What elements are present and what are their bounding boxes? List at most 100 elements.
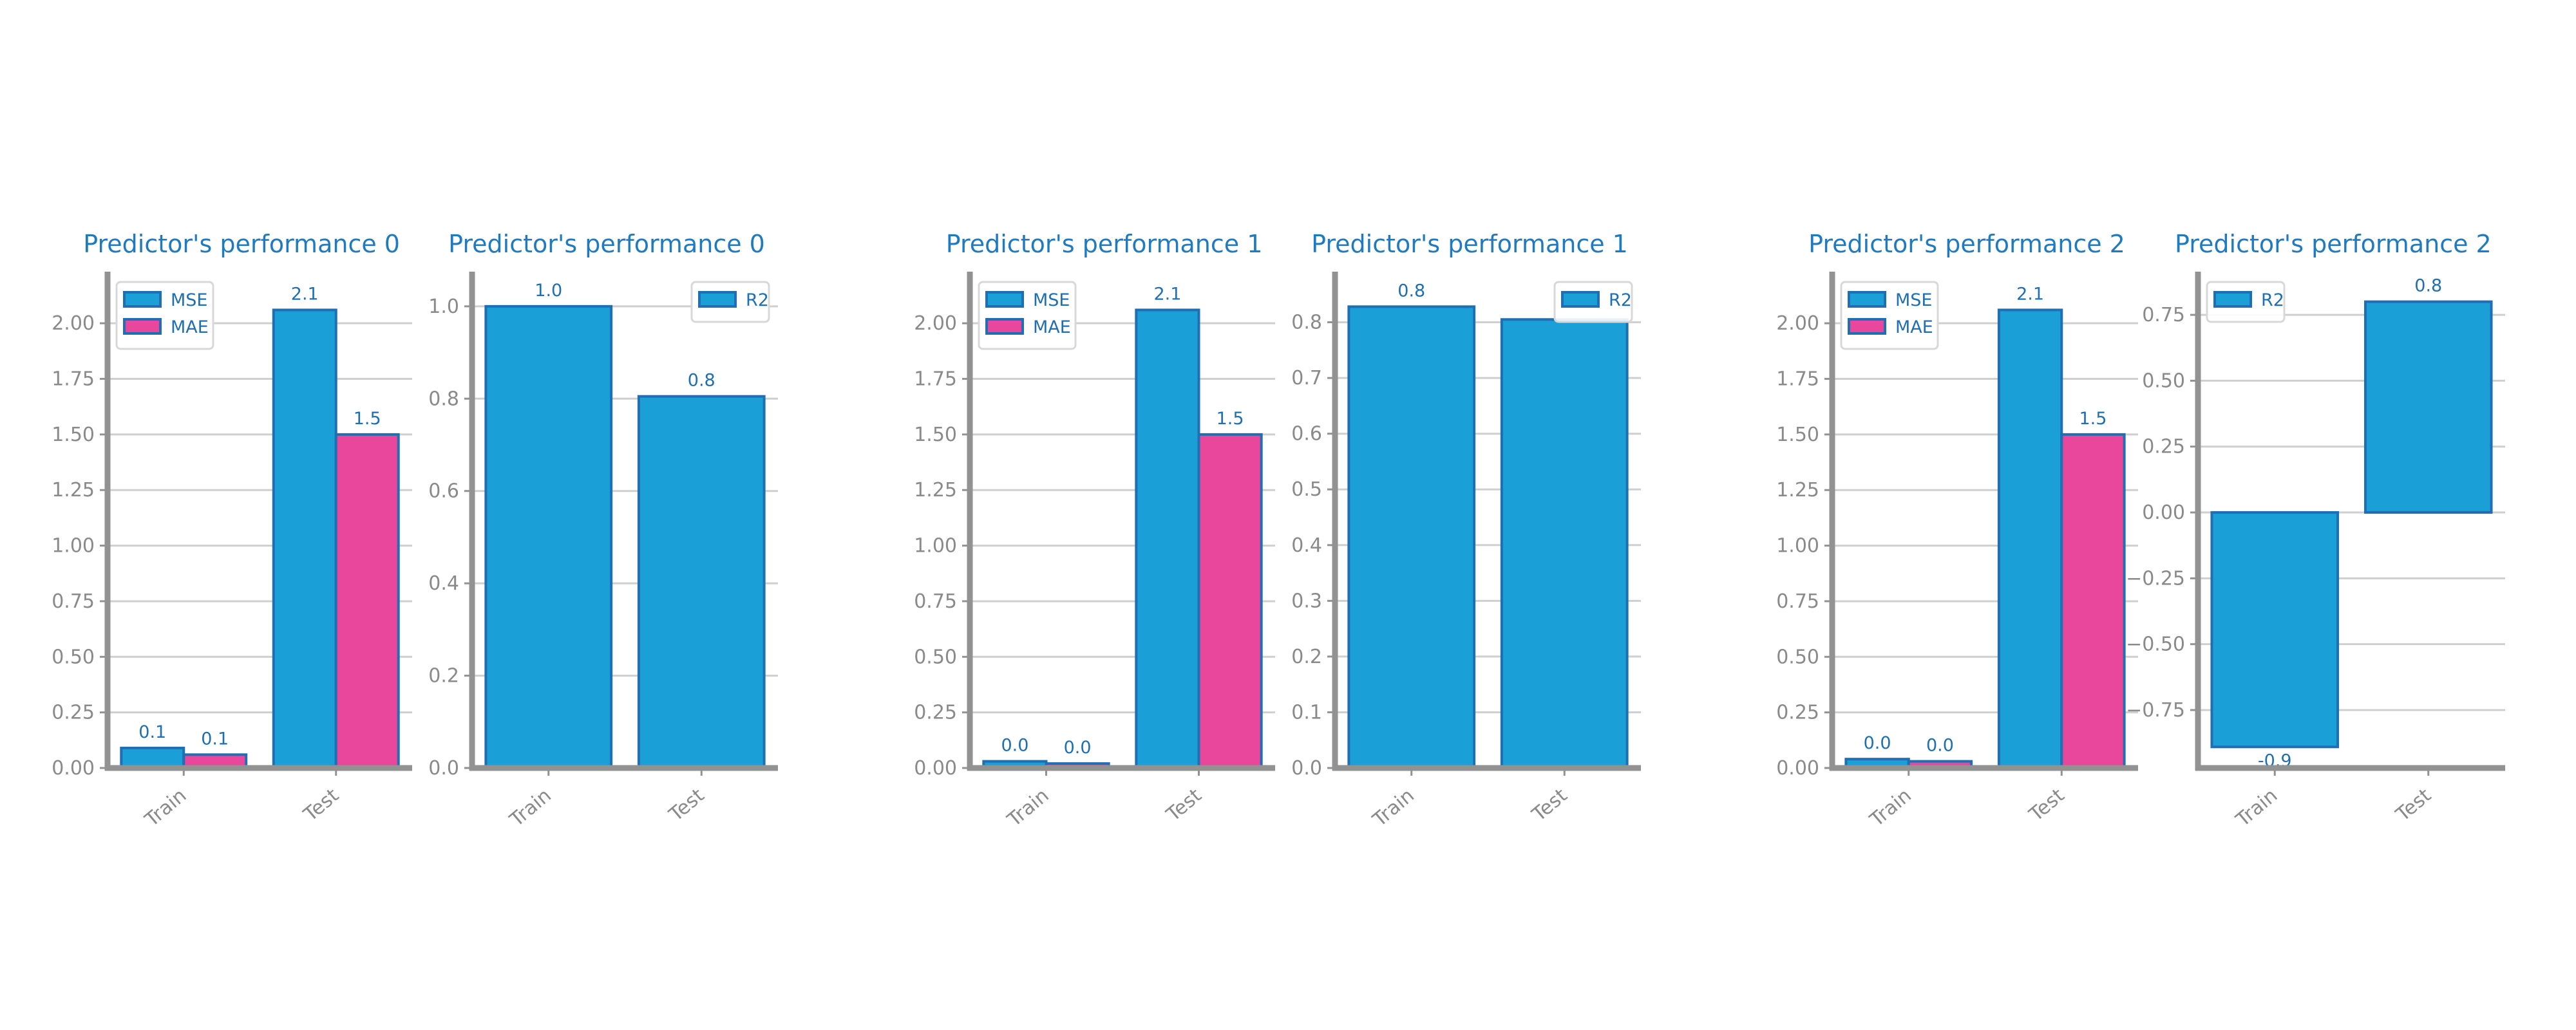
chart-panel-1: 0.0 0.2 0.4 0.6 0.8 1.0 1.0 0.8 Train Test Predict… (428, 230, 778, 832)
chart-title: Predictor's performance 0 (448, 230, 765, 258)
data-label: 0.1 (201, 729, 229, 749)
x-tick-label: Test (1162, 784, 1206, 827)
data-label: 0.8 (688, 371, 715, 391)
data-label: 1.0 (535, 281, 562, 301)
data-label: 1.5 (1217, 409, 1244, 429)
y-tick-label: 0.50 (2142, 370, 2185, 392)
data-label: 0.0 (1064, 738, 1092, 758)
x-tick-label: Test (2025, 784, 2069, 827)
y-tick-label: 1.25 (1776, 479, 1819, 501)
legend-label: R2 (746, 290, 769, 310)
y-tick-label: 0.4 (428, 572, 459, 595)
bar-mse-train (120, 746, 185, 769)
x-tick-label: Train (140, 784, 191, 832)
x-tick-label: Test (299, 784, 343, 827)
y-tick-label: 1.00 (914, 535, 957, 557)
y-tick-label: 0.5 (1291, 478, 1322, 501)
bar-r2-train (484, 304, 613, 770)
data-label: 2.1 (291, 284, 319, 304)
bar-mae-test (1197, 433, 1263, 769)
y-tick-label: 1.25 (914, 479, 957, 501)
y-tick-label: 2.00 (52, 312, 95, 335)
y-tick-label: 0.3 (1291, 590, 1322, 612)
bar-mse-test (272, 308, 337, 770)
y-tick-label: 1.75 (1776, 368, 1819, 391)
y-tick-label: 0.00 (914, 757, 957, 780)
legend-label: MSE (171, 290, 208, 310)
chart-title: Predictor's performance 1 (946, 230, 1263, 258)
y-tick-label: 1.00 (1776, 535, 1819, 557)
x-tick-label: Train (1865, 784, 1915, 832)
y-tick-label: 0.1 (1291, 701, 1322, 724)
y-tick-label: 1.75 (52, 368, 95, 391)
legend: MSE MAE (978, 281, 1077, 350)
y-tick-label: 0.50 (52, 646, 95, 668)
y-tick-label: 0.75 (52, 590, 95, 613)
legend-swatch-mae (123, 318, 162, 335)
y-tick-label: 0.50 (1776, 646, 1819, 668)
bar-r2-test (2363, 300, 2493, 514)
y-tick-label: 0.75 (914, 590, 957, 613)
data-label: 0.8 (2414, 276, 2442, 296)
y-tick-label: 1.25 (52, 479, 95, 501)
y-tick-label: 0.75 (1776, 590, 1819, 613)
y-tick-label: 0.25 (2142, 436, 2185, 458)
y-tick-label: 0.0 (1291, 757, 1322, 780)
y-tick-label: 0.25 (52, 702, 95, 724)
legend-label: MAE (171, 317, 209, 337)
legend: MSE MAE (1840, 281, 1939, 350)
data-label: 0.1 (138, 722, 166, 742)
chart-panel-0: 0.00 0.25 0.50 0.75 1.00 1.25 1.50 1.75 2.00 0.1 2… (52, 230, 412, 832)
chart-title: Predictor's performance 1 (1311, 230, 1628, 258)
legend-swatch-mae (985, 318, 1024, 335)
legend-swatch-r2 (2213, 291, 2252, 308)
legend-swatch-mse (123, 291, 162, 308)
x-tick-label: Test (2391, 784, 2436, 827)
chart-panel-3: 0.0 0.1 0.2 0.3 0.4 0.5 0.6 0.7 0.8 0.8 Train Test P… (1291, 230, 1641, 832)
legend-label: MAE (1033, 317, 1071, 337)
data-label: 0.0 (1926, 736, 1954, 756)
legend: R2 (2206, 281, 2286, 323)
y-tick-label: 0.00 (52, 757, 95, 780)
y-tick-label: 1.0 (428, 295, 459, 318)
chart-panel-2: 0.00 0.25 0.50 0.75 1.00 1.25 1.50 1.75 2.00 0.0 2… (914, 230, 1275, 832)
chart-panel-4: 0.00 0.25 0.50 0.75 1.00 1.25 1.50 1.75 2.00 0.0 2… (1776, 230, 2138, 832)
y-tick-label: 1.50 (1776, 424, 1819, 446)
bar-mse-test (1135, 308, 1200, 770)
y-tick-label: 0.00 (2142, 501, 2185, 524)
legend-label: R2 (2261, 290, 2284, 310)
legend-label: MSE (1033, 290, 1070, 310)
y-tick-label: 1.50 (52, 424, 95, 446)
bar-r2-train (1347, 305, 1476, 769)
legend-swatch-mse (1848, 291, 1886, 308)
y-tick-label: 2.00 (1776, 312, 1819, 335)
y-tick-label: 0.2 (428, 665, 459, 688)
y-tick-label: 0.25 (914, 702, 957, 724)
x-tick-label: Train (2231, 784, 2282, 832)
chart-title: Predictor's performance 2 (2175, 230, 2492, 258)
y-tick-label: 0.7 (1291, 367, 1322, 389)
y-tick-label: −0.50 (2126, 633, 2185, 656)
y-tick-label: 0.25 (1776, 702, 1819, 724)
y-tick-label: −0.75 (2126, 699, 2185, 722)
data-label: 1.5 (2079, 409, 2107, 429)
x-tick-label: Test (665, 784, 709, 827)
bar-mse-test (1997, 308, 2063, 770)
data-label: 0.8 (1397, 281, 1425, 301)
y-tick-label: 0.4 (1291, 534, 1322, 557)
y-tick-label: 0.75 (2142, 304, 2185, 326)
legend-swatch-mae (1848, 318, 1886, 335)
data-label: 2.1 (1153, 284, 1181, 304)
y-tick-label: 0.00 (1776, 757, 1819, 780)
legend-swatch-r2 (698, 291, 737, 308)
x-tick-label: Train (1368, 784, 1418, 832)
y-tick-label: 2.00 (914, 312, 957, 335)
legend-label: MSE (1895, 290, 1933, 310)
bar-mae-test (2060, 433, 2126, 769)
bar-r2-test (637, 395, 766, 769)
x-tick-label: Test (1528, 784, 1572, 827)
bar-r2-test (1500, 318, 1629, 769)
y-tick-label: 0.50 (914, 646, 957, 668)
y-tick-label: 0.8 (428, 388, 459, 410)
